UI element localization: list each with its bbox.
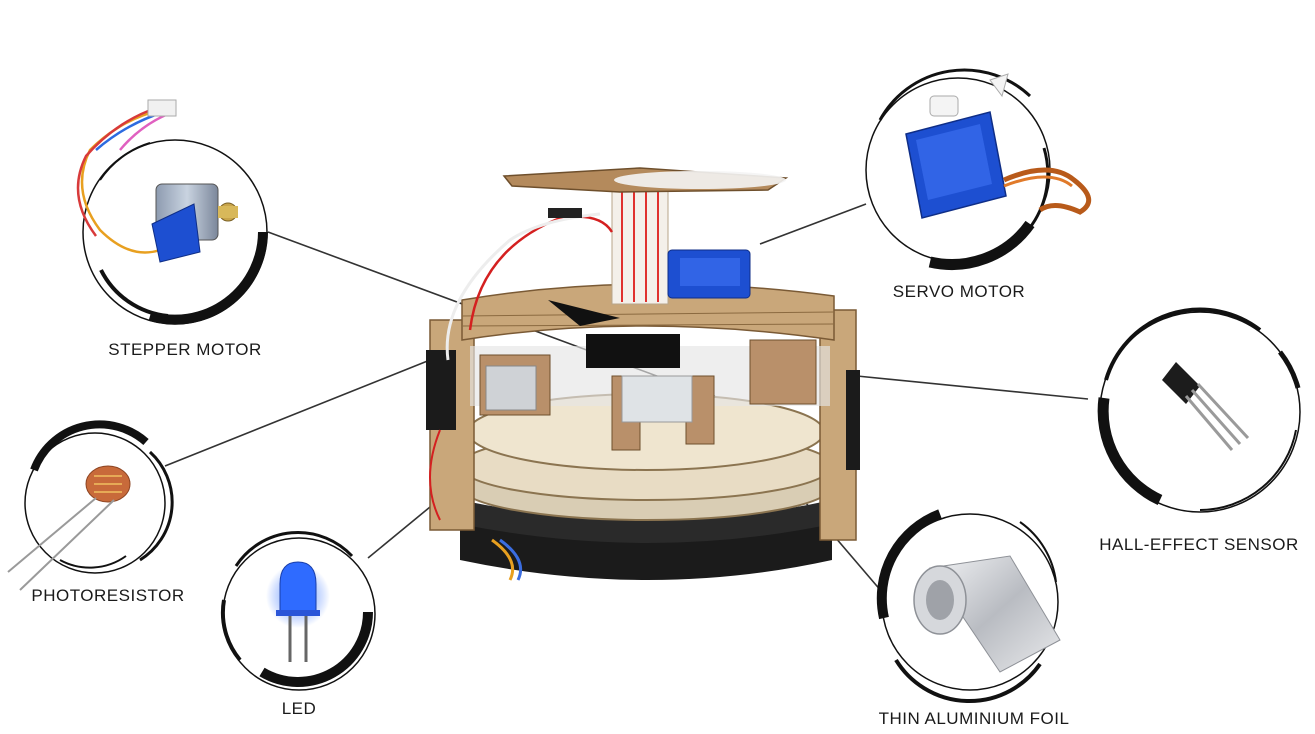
leader-line-servo	[759, 203, 867, 245]
stepper-ring	[82, 139, 268, 325]
led-icon	[266, 561, 330, 662]
hall-sensor-ring	[1097, 307, 1301, 513]
foil-roll-icon	[913, 555, 1061, 673]
hall-sensor-icon	[1162, 362, 1250, 451]
photoresistor-group	[7, 420, 174, 591]
label-hall-effect-sensor: HALL-EFFECT SENSOR	[1099, 535, 1299, 554]
servo-motor-icon	[905, 73, 1092, 219]
central-device-photo	[426, 167, 860, 581]
stepper-motor-icon	[76, 99, 238, 263]
hall-sensor-group	[1097, 307, 1301, 513]
label-led: LED	[281, 699, 317, 718]
leader-line-photoresistor	[164, 357, 436, 467]
label-stepper-motor: STEPPER MOTOR	[108, 340, 262, 359]
foil-group	[876, 509, 1061, 704]
servo-motor-group	[865, 68, 1092, 270]
led-group	[220, 531, 376, 691]
label-servo-motor: SERVO MOTOR	[892, 282, 1026, 301]
photoresistor-ring	[24, 420, 174, 574]
foil-ring	[876, 509, 1059, 704]
led-ring	[220, 531, 376, 691]
label-thin-aluminium-foil: THIN ALUMINIUM FOIL	[878, 709, 1070, 728]
stepper-motor-group	[76, 99, 268, 325]
label-photoresistor: PHOTORESISTOR	[31, 586, 185, 605]
leader-line-hall	[856, 375, 1089, 400]
photoresistor-icon	[7, 465, 131, 591]
